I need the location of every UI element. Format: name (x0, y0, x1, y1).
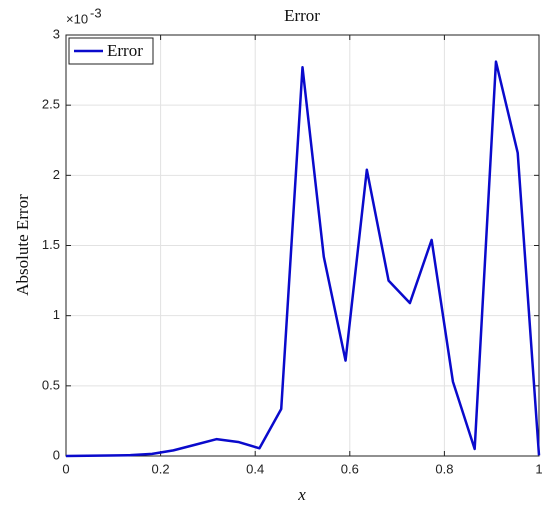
y-tick-label: 3 (53, 26, 60, 41)
x-axis-label: x (297, 485, 306, 504)
legend-label: Error (107, 41, 143, 60)
y-tick-label: 0.5 (42, 377, 60, 392)
data-line (65, 60, 541, 458)
x-tick-label: 0.4 (246, 461, 264, 476)
y-multiplier: ×10 (66, 11, 88, 26)
x-tick-label: 0.8 (435, 461, 453, 476)
x-tick-label: 1 (535, 461, 542, 476)
chart-title: Error (284, 6, 320, 25)
y-multiplier-exponent: -3 (90, 5, 102, 20)
y-tick-label: 2 (53, 167, 60, 182)
y-tick-label: 0 (53, 447, 60, 462)
x-tick-label: 0.2 (152, 461, 170, 476)
plot-frame (65, 34, 540, 457)
y-tick-label: 2.5 (42, 97, 60, 112)
y-axis-label: Absolute Error (13, 194, 32, 296)
y-tick-label: 1 (53, 307, 60, 322)
y-tick-label: 1.5 (42, 237, 60, 252)
x-tick-label: 0 (62, 461, 69, 476)
x-tick-label: 0.6 (341, 461, 359, 476)
